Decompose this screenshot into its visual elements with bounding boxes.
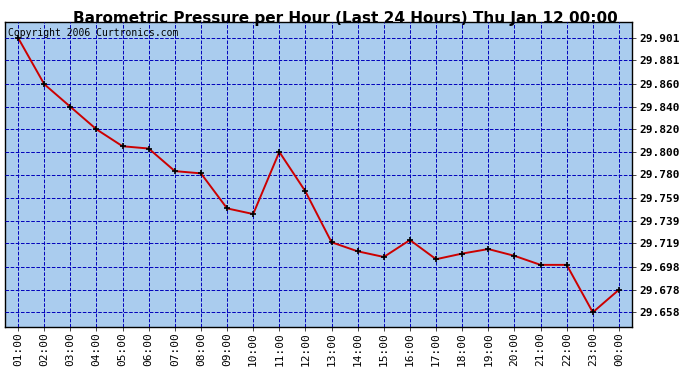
Text: Barometric Pressure per Hour (Last 24 Hours) Thu Jan 12 00:00: Barometric Pressure per Hour (Last 24 Ho… bbox=[72, 11, 618, 26]
Text: Copyright 2006 Curtronics.com: Copyright 2006 Curtronics.com bbox=[8, 28, 179, 38]
